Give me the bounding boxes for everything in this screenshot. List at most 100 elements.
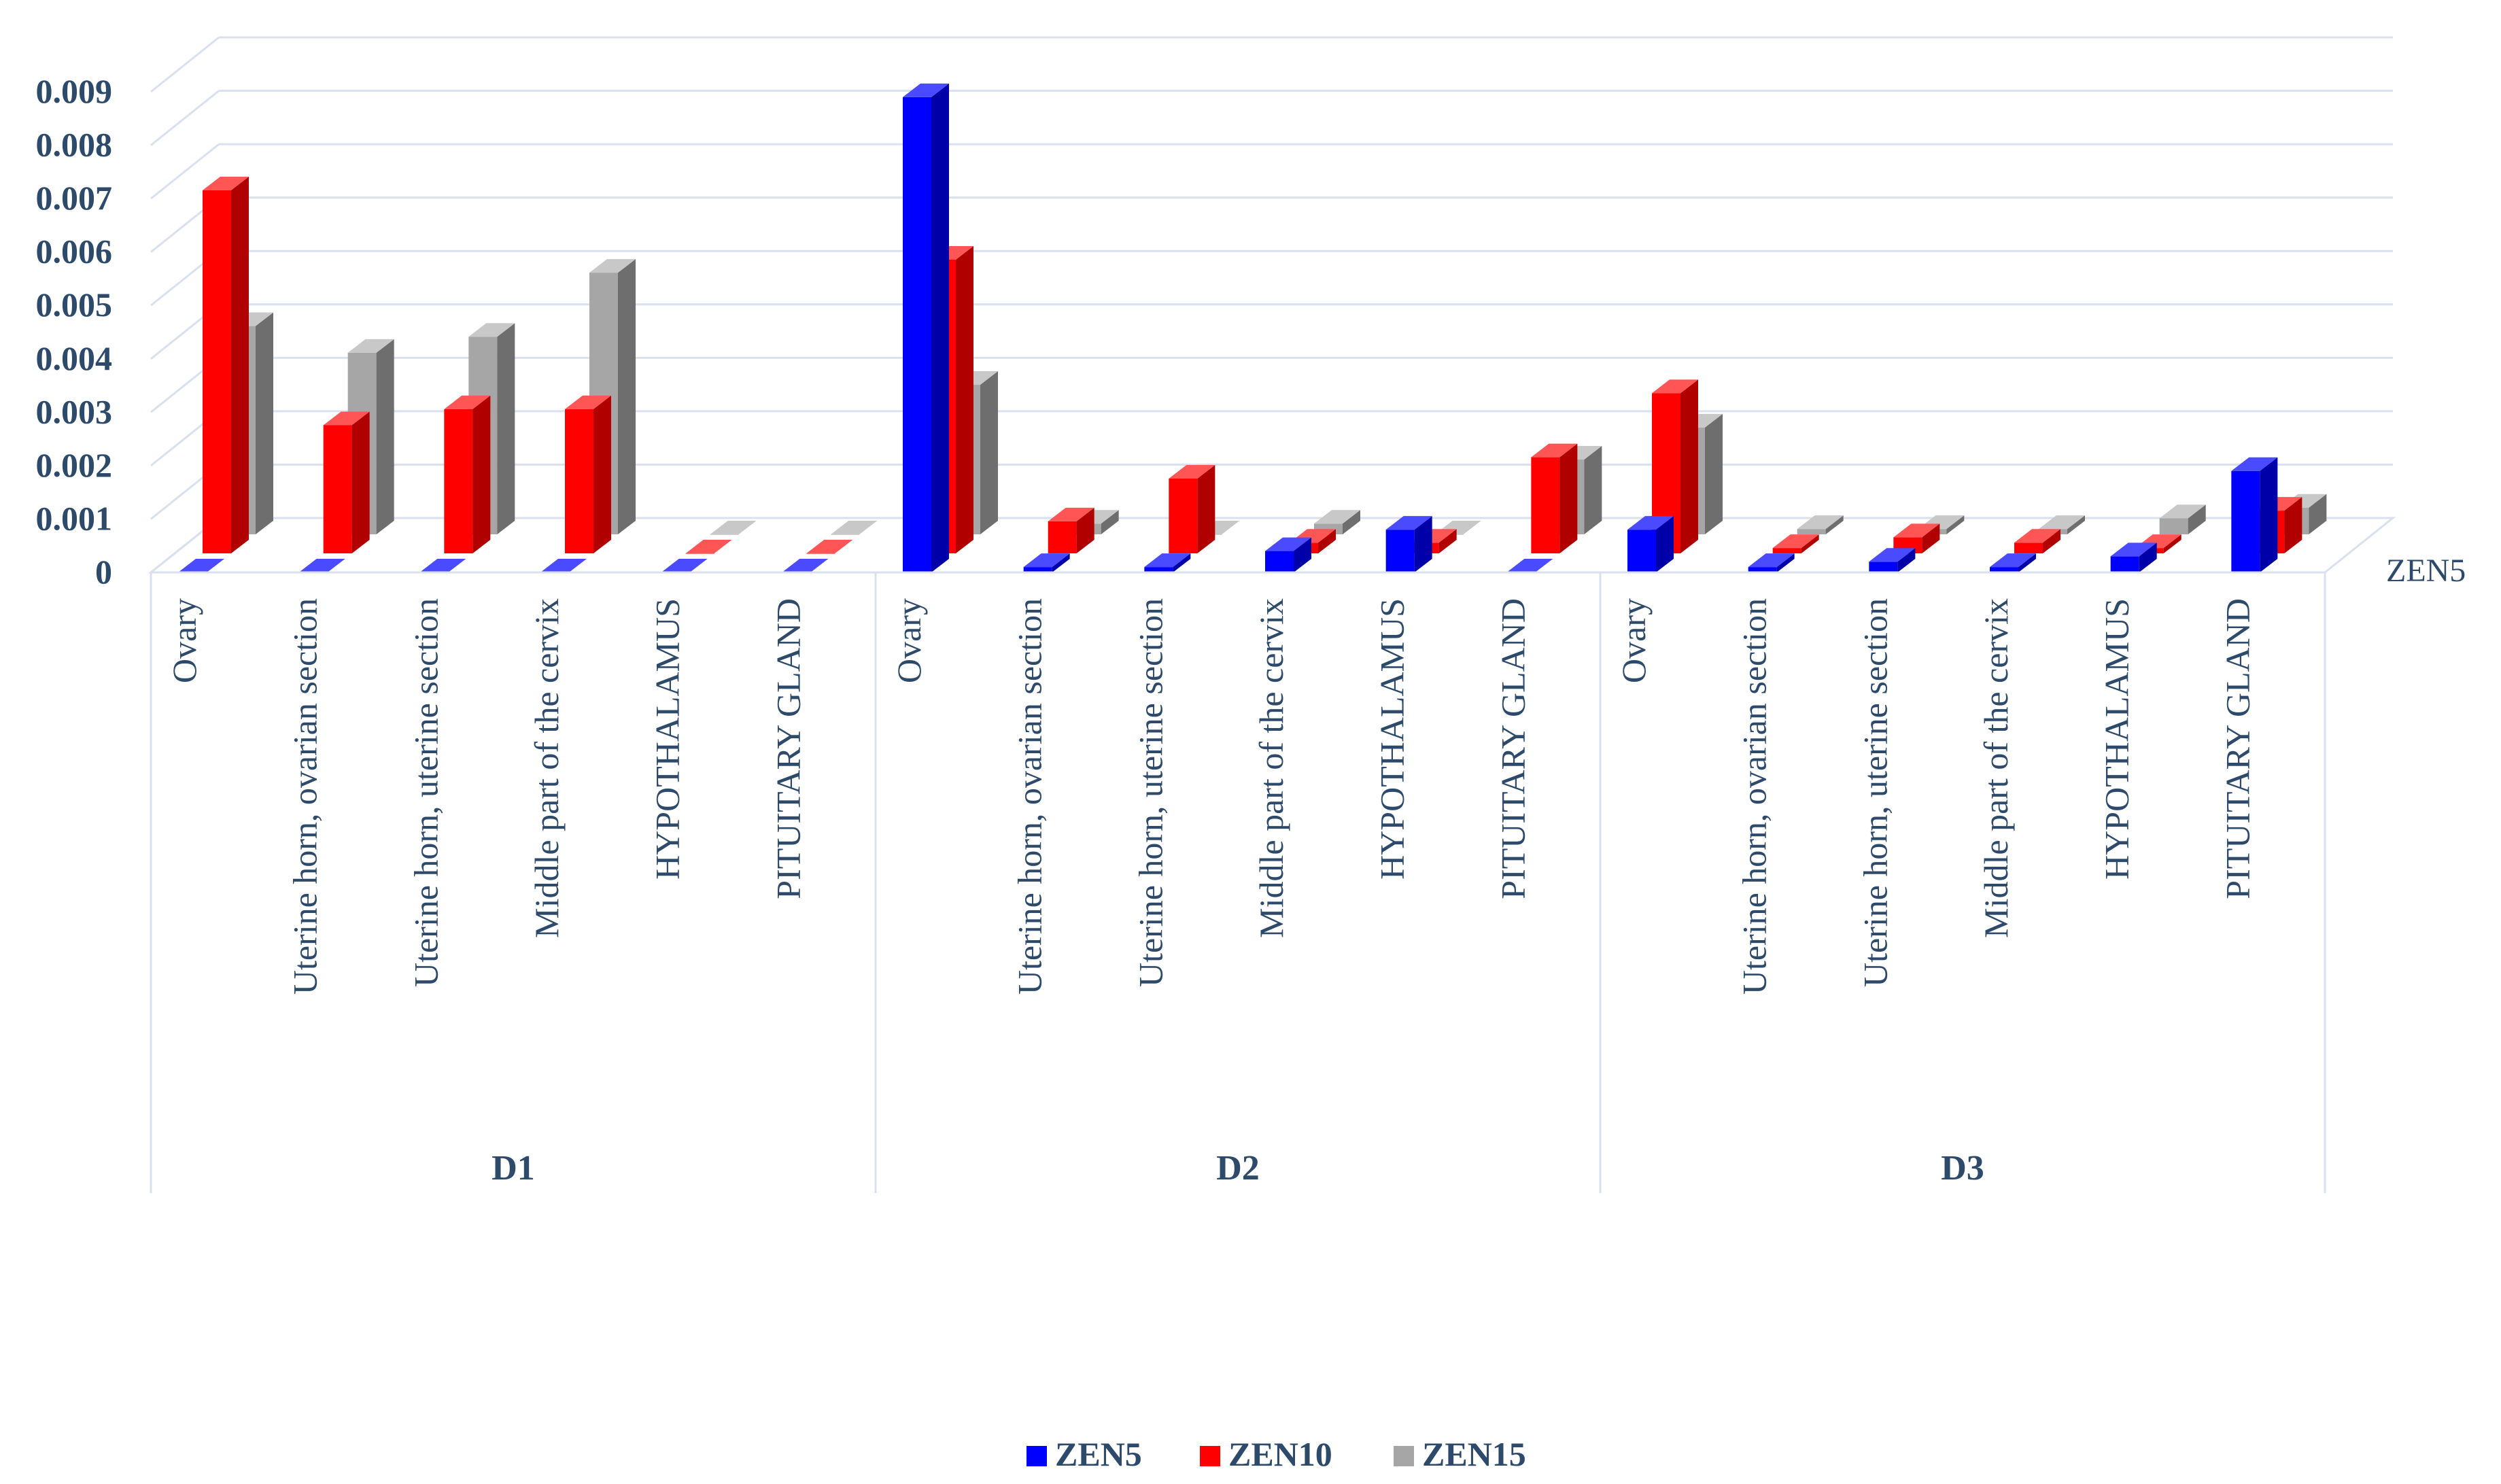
category-label: Middle part of the cervix	[1977, 598, 2015, 938]
bar-zen10	[444, 395, 491, 553]
bar-front	[806, 553, 835, 554]
y-tick-label: 0.005	[36, 286, 113, 324]
gridlines	[150, 36, 2393, 574]
y-tick-label: 0.007	[36, 179, 113, 217]
bar-side	[956, 245, 973, 553]
bar-side	[1076, 507, 1094, 553]
bar-top	[2039, 515, 2085, 530]
bar-zen5	[1627, 516, 1674, 572]
bar-front	[203, 190, 231, 553]
bar-top	[565, 395, 611, 409]
bar-top	[1048, 507, 1094, 521]
bar-front	[831, 534, 860, 535]
category-axis	[150, 571, 2326, 1193]
bar-top	[1797, 515, 1844, 530]
bar-top	[1144, 553, 1191, 568]
bar-side	[2188, 504, 2206, 534]
bar-zen5	[903, 83, 949, 573]
y-tick-label: 0.004	[36, 339, 113, 377]
bar-front	[444, 409, 473, 553]
bar-zen5	[1869, 548, 1916, 572]
bar-side	[497, 323, 515, 534]
category-label: Uterine horn, uterine section	[407, 598, 445, 987]
bar-side	[1101, 510, 1119, 534]
category-label: HYPOTHALAMUS	[649, 598, 687, 880]
bar-zen5	[1748, 553, 1795, 572]
bar-front	[2159, 518, 2188, 534]
bar-top	[1023, 553, 1070, 568]
bar-side	[1801, 534, 1819, 553]
bar-zen10	[565, 395, 611, 553]
legend-swatch-zen15	[1394, 1446, 1414, 1466]
bar-front	[1869, 562, 1898, 572]
bar-zen15	[710, 521, 757, 535]
bar-top	[2110, 542, 2157, 557]
bar-zen15	[831, 521, 878, 535]
bar-front	[1748, 567, 1777, 572]
category-label: PITUITARY GLAND	[1494, 598, 1532, 899]
bar-front	[2014, 542, 2043, 553]
bar-top	[178, 559, 224, 572]
bar-side	[472, 395, 491, 553]
bar-side	[1559, 443, 1578, 553]
bar-top	[1893, 523, 1940, 538]
bar-zen10	[685, 540, 732, 554]
legend-label-zen15: ZEN15	[1422, 1435, 1526, 1473]
bar-zen5	[1023, 553, 1070, 572]
category-label: Ovary	[890, 598, 928, 683]
bar-side	[351, 411, 370, 553]
bar-side	[1825, 515, 1844, 534]
bar-front	[1627, 530, 1656, 572]
bar-top	[1652, 379, 1698, 394]
bars	[178, 83, 2327, 573]
bar-zen10	[1531, 443, 1578, 553]
y-tick-label: 0	[95, 553, 112, 591]
bar-side	[1946, 515, 1965, 534]
legend-swatch-zen10	[1200, 1446, 1220, 1466]
bar-front	[1772, 548, 1801, 553]
bar-side	[618, 259, 636, 534]
bar-side	[2163, 534, 2181, 553]
category-label: PITUITARY GLAND	[2218, 598, 2256, 899]
bar-top	[831, 521, 878, 534]
bar-top	[1265, 537, 1311, 551]
bar-side	[1922, 523, 1940, 553]
bar-top	[419, 559, 466, 572]
bar-top	[1169, 465, 1215, 479]
bar-side	[1052, 553, 1070, 572]
bar-top	[1627, 516, 1674, 530]
legend-swatch-zen5	[1027, 1446, 1047, 1466]
bar-front	[903, 97, 931, 572]
bar-zen5	[1265, 537, 1311, 572]
bar-side	[1197, 465, 1215, 553]
bar-top	[203, 176, 249, 190]
bar-front	[1531, 457, 1560, 553]
bar-front	[1797, 529, 1826, 534]
y-tick-label: 0.009	[36, 72, 113, 110]
category-label: Uterine horn, uterine section	[1131, 598, 1169, 987]
category-label: Uterine horn, ovarian section	[1011, 598, 1049, 995]
bar-side	[1897, 548, 1916, 572]
bar-zen15	[2159, 504, 2206, 534]
bar-zen10	[1048, 507, 1094, 553]
bar-zen10	[1169, 465, 1215, 553]
bar-top	[710, 521, 757, 534]
bar-top	[1314, 510, 1360, 524]
bar-front	[2231, 470, 2260, 572]
bar-zen10	[203, 176, 249, 553]
bar-side	[2043, 529, 2060, 553]
bar-zen10	[2014, 529, 2060, 553]
bar-top	[1990, 553, 2036, 568]
bar-top	[589, 259, 636, 273]
gridline-depth	[150, 143, 220, 200]
legend-label-zen10: ZEN10	[1228, 1435, 1332, 1473]
category-label: Uterine horn, ovarian section	[1736, 598, 1774, 995]
category-label: Middle part of the cervix	[1252, 598, 1290, 938]
bar-side	[1656, 516, 1674, 572]
bar-zen5	[1385, 516, 1432, 572]
bar-top	[2231, 457, 2278, 471]
bar-front	[1385, 530, 1415, 572]
category-label: Middle part of the cervix	[528, 598, 566, 938]
category-label: Uterine horn, uterine section	[1856, 598, 1894, 987]
